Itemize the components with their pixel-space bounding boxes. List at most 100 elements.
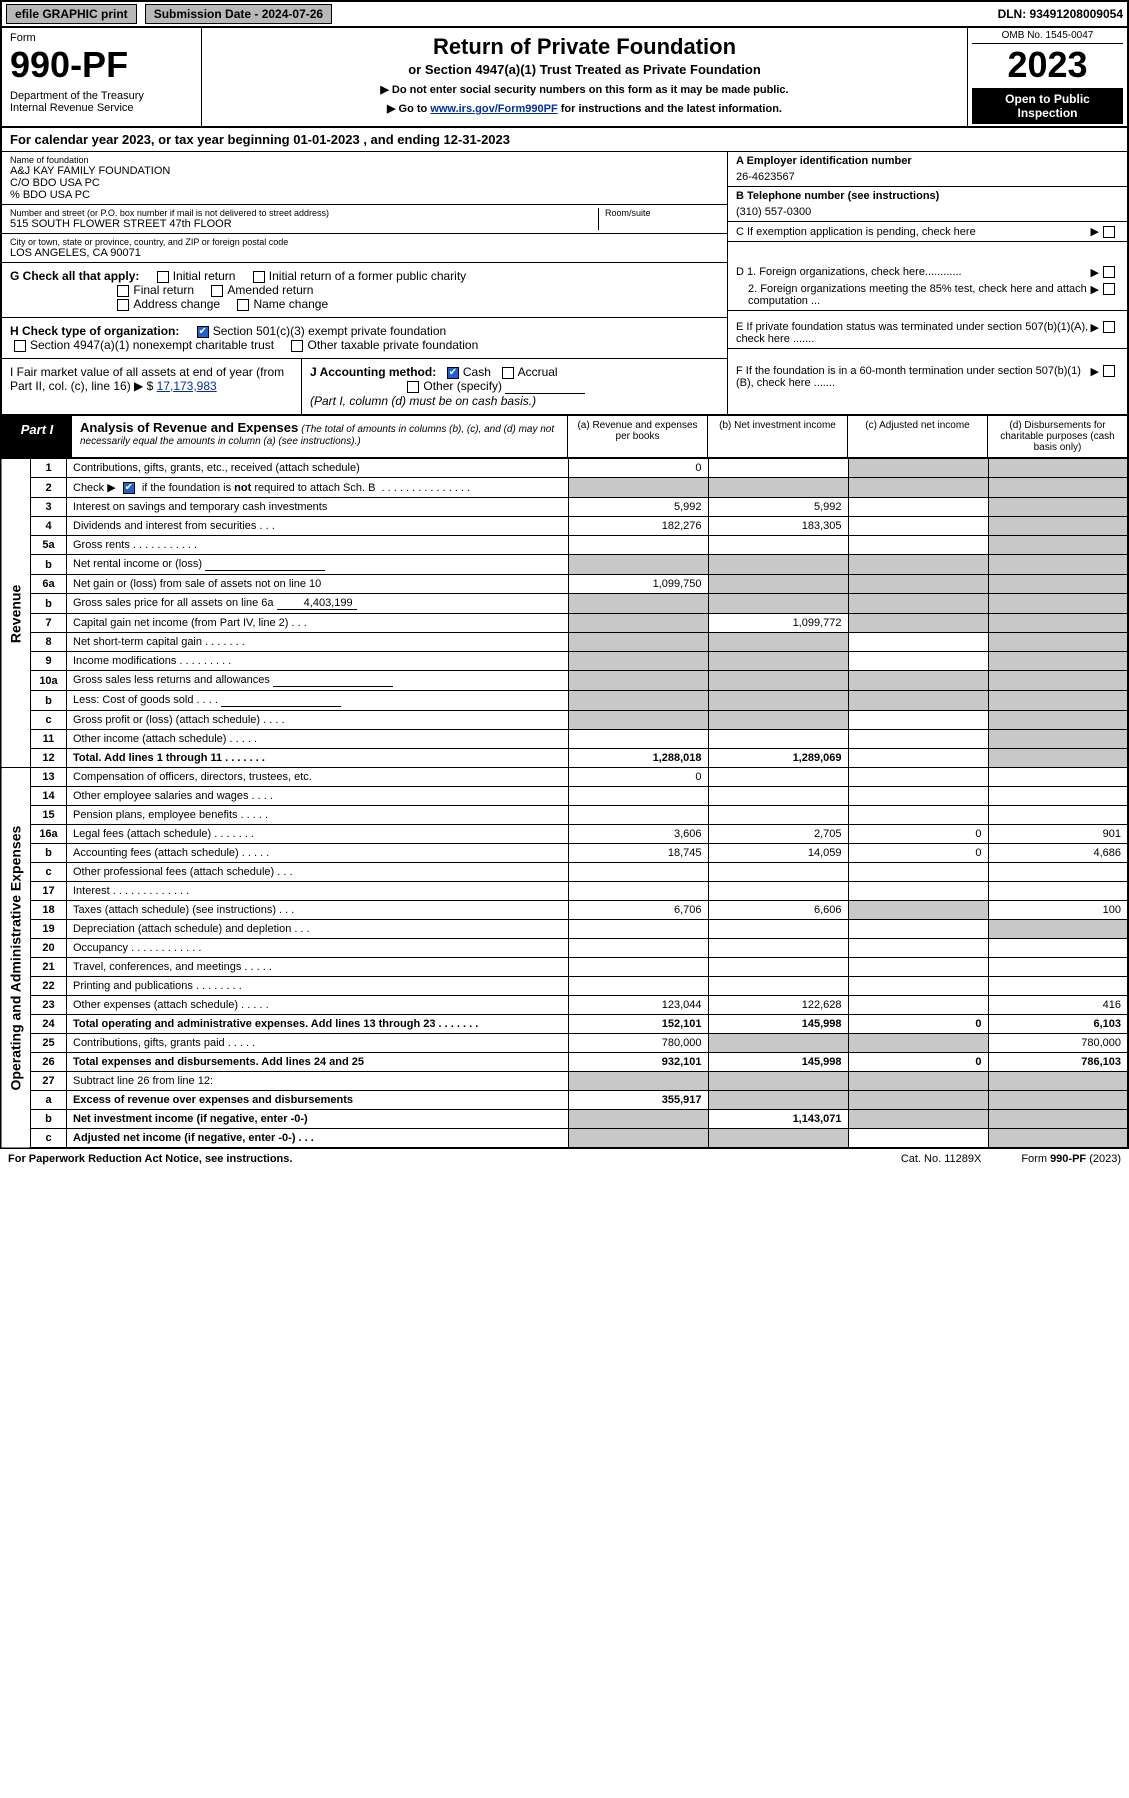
form990pf-link[interactable]: www.irs.gov/Form990PF [430,103,557,115]
cell-c [848,996,988,1015]
ein-value: 26-4623567 [736,171,1119,183]
name-change-checkbox[interactable] [237,299,249,311]
d2-checkbox[interactable] [1103,283,1115,295]
goto-link-row: ▶ Go to www.irs.gov/Form990PF for instru… [212,102,957,115]
phone-value: (310) 557-0300 [736,206,1119,218]
line-desc: Adjusted net income (if negative, enter … [67,1129,569,1149]
line-number: c [31,711,67,730]
goto-prefix: ▶ Go to [387,103,430,115]
cell-dcol [988,863,1128,882]
line-desc: Gross sales less returns and allowances [67,671,569,691]
other-specify-line[interactable] [505,379,585,394]
accrual-checkbox[interactable] [502,367,514,379]
g-opt-0: Initial return [173,269,236,283]
final-return-checkbox[interactable] [117,285,129,297]
efile-print-button[interactable]: efile GRAPHIC print [6,4,137,24]
cell-b: 2,705 [708,825,848,844]
form-year-block: OMB No. 1545-0047 2023 Open to Public In… [967,28,1127,126]
line-number: 13 [31,768,67,787]
i-j-f-row: I Fair market value of all assets at end… [0,359,1129,415]
cell-dcol: 416 [988,996,1128,1015]
cell-dcol: 4,686 [988,844,1128,863]
cell-dcol [988,459,1128,478]
cell-a: 355,917 [568,1091,708,1110]
cash-checkbox[interactable] [447,367,459,379]
address-change-checkbox[interactable] [117,299,129,311]
omb-number: OMB No. 1545-0047 [972,30,1123,44]
cell-c [848,536,988,555]
line-number: 12 [31,749,67,768]
other-method-checkbox[interactable] [407,381,419,393]
cell-c: 0 [848,1015,988,1034]
cell-c [848,1129,988,1149]
line-desc: Travel, conferences, and meetings . . . … [67,958,569,977]
h-opt-2: Section 4947(a)(1) nonexempt charitable … [30,338,274,352]
f-checkbox[interactable] [1103,365,1115,377]
col-b-header: (b) Net investment income [707,416,847,457]
cell-a: 6,706 [568,901,708,920]
cell-b [708,594,848,614]
table-row: bLess: Cost of goods sold . . . . [1,691,1128,711]
table-row: 2Check ▶ if the foundation is not requir… [1,478,1128,498]
cell-dcol [988,575,1128,594]
form-subtitle: or Section 4947(a)(1) Trust Treated as P… [212,62,957,77]
cell-dcol [988,1091,1128,1110]
line-number: b [31,844,67,863]
d1-checkbox[interactable] [1103,266,1115,278]
c-exemption-cell: C If exemption application is pending, c… [728,222,1127,242]
cell-b [708,977,848,996]
fmv-link[interactable]: 17,173,983 [157,379,217,393]
line-number: b [31,691,67,711]
j-accrual: Accrual [518,365,558,379]
amended-return-checkbox[interactable] [211,285,223,297]
care-of: C/O BDO USA PC [10,177,719,189]
table-row: Operating and Administrative Expenses13C… [1,768,1128,787]
f-label: F If the foundation is in a 60-month ter… [736,365,1091,408]
cell-b [708,768,848,787]
initial-former-checkbox[interactable] [253,271,265,283]
cell-dcol [988,920,1128,939]
initial-return-checkbox[interactable] [157,271,169,283]
rev-side-label: Revenue [1,459,31,768]
cell-b [708,633,848,652]
line-desc: Total. Add lines 1 through 11 . . . . . … [67,749,569,768]
cell-a [568,536,708,555]
line-number: 27 [31,1072,67,1091]
line-desc: Pension plans, employee benefits . . . .… [67,806,569,825]
table-row: bNet rental income or (loss) [1,555,1128,575]
table-row: 18Taxes (attach schedule) (see instructi… [1,901,1128,920]
cell-dcol [988,882,1128,901]
line-number: 25 [31,1034,67,1053]
form-title: Return of Private Foundation [212,34,957,60]
501c3-checkbox[interactable] [197,326,209,338]
cell-b [708,920,848,939]
line-desc: Other professional fees (attach schedule… [67,863,569,882]
line-desc: Taxes (attach schedule) (see instruction… [67,901,569,920]
cell-b [708,711,848,730]
ein-cell: A Employer identification number 26-4623… [728,152,1127,187]
part1-title: Analysis of Revenue and Expenses [80,420,298,435]
city-label: City or town, state or province, country… [10,237,719,247]
table-row: 5aGross rents . . . . . . . . . . . [1,536,1128,555]
line-desc: Accounting fees (attach schedule) . . . … [67,844,569,863]
cell-dcol: 786,103 [988,1053,1128,1072]
line-desc: Net rental income or (loss) [67,555,569,575]
4947a1-checkbox[interactable] [14,340,26,352]
cell-a: 1,288,018 [568,749,708,768]
cell-a [568,806,708,825]
other-taxable-checkbox[interactable] [291,340,303,352]
cell-c [848,768,988,787]
cell-c [848,977,988,996]
line-desc: Gross sales price for all assets on line… [67,594,569,614]
c-checkbox[interactable] [1103,226,1115,238]
e-checkbox[interactable] [1103,321,1115,333]
h-check-row: H Check type of organization: Section 50… [2,318,727,359]
part1-badge: Part I [2,416,72,457]
cell-c [848,671,988,691]
table-row: 22Printing and publications . . . . . . … [1,977,1128,996]
cat-no: Cat. No. 11289X [901,1153,982,1165]
line-number: 22 [31,977,67,996]
table-row: bGross sales price for all assets on lin… [1,594,1128,614]
line-desc: Interest on savings and temporary cash i… [67,498,569,517]
table-row: 3Interest on savings and temporary cash … [1,498,1128,517]
